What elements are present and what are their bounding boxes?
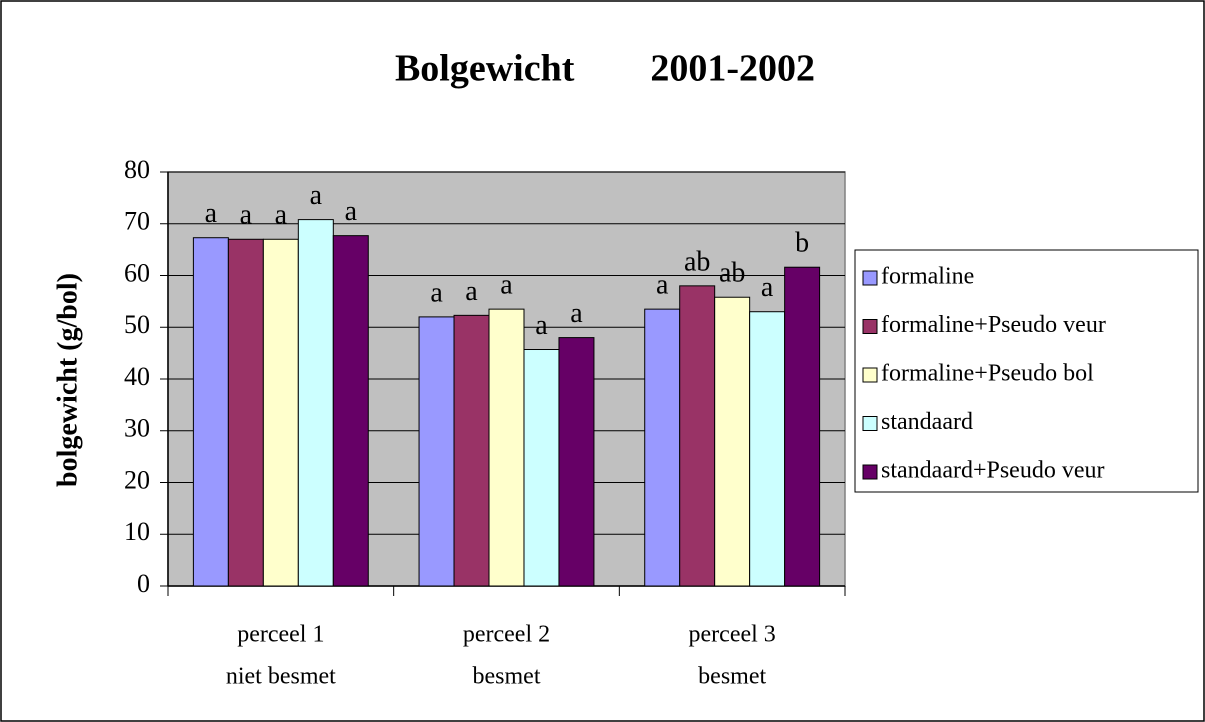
x-tick-label: perceel 2 — [463, 622, 550, 648]
y-tick-label: 40 — [124, 362, 150, 391]
bar — [192, 237, 229, 587]
y-tick-label: 0 — [137, 569, 150, 598]
bar-annotation: a — [656, 270, 669, 301]
y-tick-label: 70 — [124, 207, 150, 236]
legend-swatch — [862, 367, 878, 383]
bar — [644, 308, 681, 587]
chart-title: Bolgewicht 2001-2002 — [395, 48, 815, 90]
bar — [523, 349, 560, 587]
y-tick-label: 10 — [124, 517, 150, 546]
bar-annotation: a — [761, 272, 774, 303]
y-tick-label: 60 — [124, 258, 150, 287]
bar-annotation: a — [345, 196, 358, 227]
y-tick-label: 50 — [124, 310, 150, 339]
bar — [297, 219, 334, 587]
bar — [227, 238, 264, 587]
y-axis-label: bolgewicht (g/bol) — [52, 273, 83, 487]
legend-box — [854, 249, 1199, 493]
bar-annotation: b — [795, 228, 809, 259]
legend-swatch — [862, 464, 878, 480]
bar — [558, 337, 595, 587]
x-tick-label: besmet — [698, 664, 766, 690]
y-tick-label: 20 — [124, 465, 150, 494]
bar — [784, 266, 821, 587]
bar-annotation: a — [205, 198, 218, 229]
bar-annotation: a — [310, 180, 323, 211]
x-tick-label: besmet — [473, 664, 541, 690]
bar-annotation: a — [275, 200, 288, 231]
bar — [714, 296, 751, 587]
legend-label: standaard+Pseudo veur — [881, 458, 1104, 484]
legend-label: standaard — [881, 409, 973, 435]
legend-label: formaline+Pseudo veur — [881, 312, 1106, 338]
bar-annotation: ab — [684, 246, 710, 277]
y-tick-label: 80 — [124, 155, 150, 184]
bar — [488, 308, 525, 587]
bar — [453, 314, 490, 587]
bar-annotation: ab — [719, 258, 745, 289]
bar-annotation: a — [465, 276, 478, 307]
y-tick-label: 30 — [124, 414, 150, 443]
x-tick-label: perceel 3 — [689, 622, 776, 648]
bar-annotation: a — [500, 270, 513, 301]
bar-annotation: a — [240, 200, 253, 231]
legend-swatch — [862, 416, 878, 431]
legend-swatch — [862, 319, 878, 334]
bar — [262, 238, 299, 587]
bar — [749, 311, 786, 587]
x-tick-label: niet besmet — [226, 664, 336, 690]
bar — [679, 285, 716, 587]
bar-annotation: a — [430, 277, 443, 308]
bar — [418, 316, 455, 587]
legend-swatch — [862, 270, 878, 286]
legend-label: formaline+Pseudo bol — [881, 361, 1094, 387]
bar — [332, 235, 369, 587]
bar-annotation: a — [570, 298, 583, 329]
x-tick-label: perceel 1 — [237, 622, 324, 648]
bar-annotation: a — [535, 310, 548, 341]
legend-label: formaline — [881, 264, 974, 290]
